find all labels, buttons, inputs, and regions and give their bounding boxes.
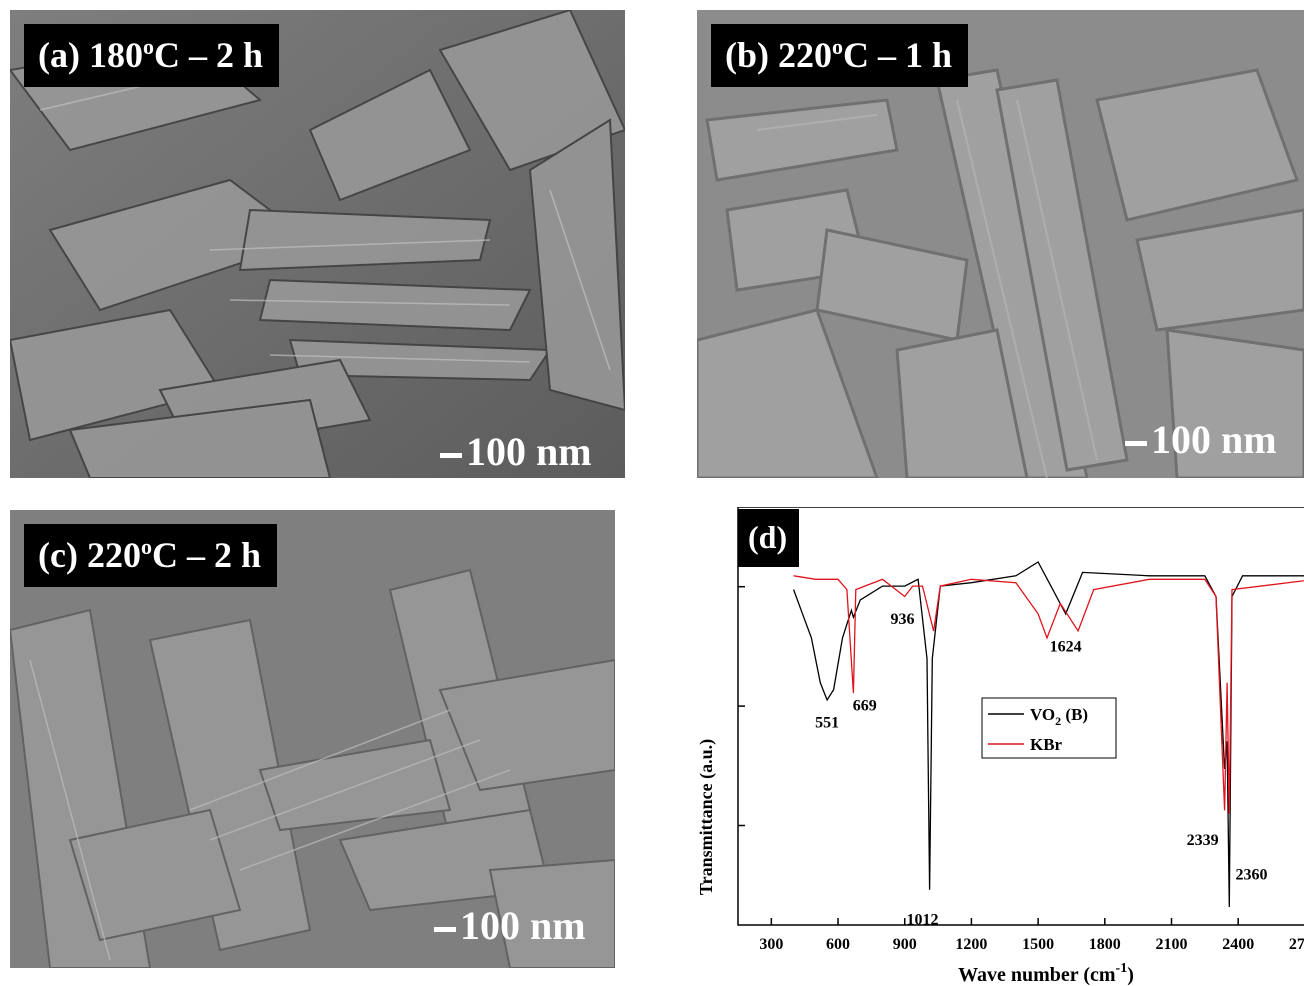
- ftir-chart: 300 600 900 1200 1500 1800 2100 2400 2700 551 669…: [696, 507, 1304, 986]
- peak-label: 2339: [1187, 832, 1219, 849]
- sem-panel-b: (b) 220oC – 1 h 100 nm: [697, 10, 1304, 478]
- x-tick-label: 900: [893, 936, 917, 953]
- sem-panel-c: (c) 220oC – 2 h 100 nm: [10, 510, 615, 968]
- legend: VO2 (B) KBr: [982, 698, 1116, 758]
- x-tick-label: 1500: [1022, 936, 1054, 953]
- sem-panel-a: (a) 180oC – 2 h 100 nm: [10, 10, 625, 478]
- peak-label: 1624: [1050, 639, 1082, 656]
- axis-ticks: 300 600 900 1200 1500 1800 2100 2400 2700: [738, 587, 1304, 953]
- panel-c-label: (c) 220oC – 2 h: [24, 524, 277, 587]
- scale-bar-a: 100 nm: [440, 432, 592, 472]
- x-tick-label: 600: [826, 936, 850, 953]
- panel-a-label: (a) 180oC – 2 h: [24, 24, 279, 87]
- legend-label-kbr: KBr: [1030, 735, 1063, 754]
- x-tick-label: 2100: [1156, 936, 1188, 953]
- peak-label: 1012: [907, 911, 939, 928]
- x-axis-label: Wave number (cm-1): [958, 961, 1134, 986]
- peak-label: 2360: [1236, 866, 1268, 883]
- x-tick-label: 2400: [1222, 936, 1254, 953]
- annotations-group: 551 669 936 1012 1624 2339 2360: [815, 611, 1267, 928]
- peak-label: 936: [891, 611, 915, 628]
- x-tick-label: 300: [759, 936, 783, 953]
- scale-bar-b: 100 nm: [1125, 420, 1277, 460]
- peak-label: 551: [815, 715, 839, 732]
- peak-label: 669: [853, 697, 877, 714]
- panel-b-label: (b) 220oC – 1 h: [711, 24, 968, 87]
- y-axis-label: Transmittance (a.u.): [696, 739, 717, 895]
- scale-bar-c: 100 nm: [434, 906, 586, 946]
- panel-d-label: (d): [738, 509, 799, 567]
- x-tick-label: 1200: [955, 936, 987, 953]
- x-tick-label: 2700: [1289, 936, 1304, 953]
- ftir-chart-panel: 300 600 900 1200 1500 1800 2100 2400 2700 551 669…: [696, 507, 1304, 986]
- x-tick-label: 1800: [1089, 936, 1121, 953]
